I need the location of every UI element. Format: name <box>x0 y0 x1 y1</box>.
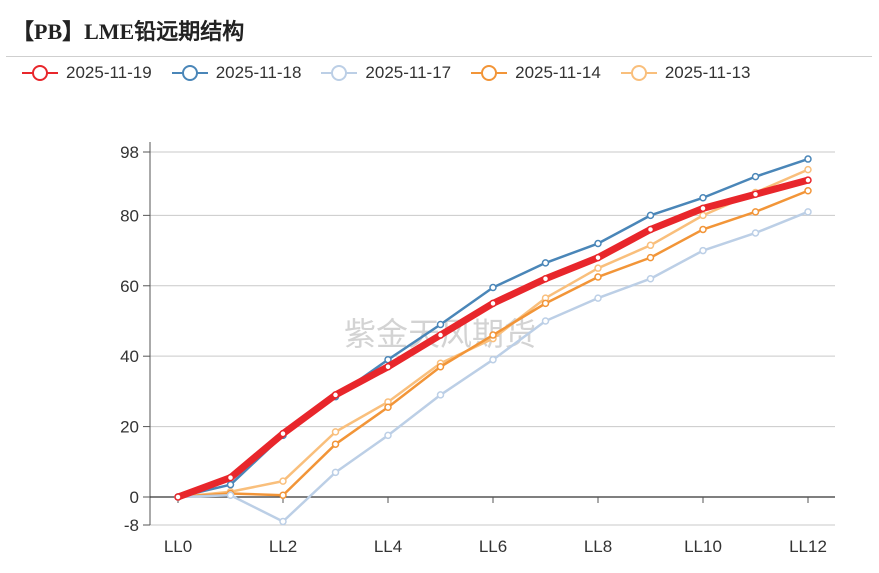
x-tick-label: LL6 <box>479 537 507 556</box>
legend-item[interactable]: 2025-11-19 <box>20 63 152 83</box>
legend-marker-icon <box>321 65 358 81</box>
data-point <box>646 253 655 262</box>
data-point <box>489 283 497 292</box>
data-point <box>331 391 340 399</box>
data-point <box>699 204 707 213</box>
data-point <box>751 190 760 198</box>
data-point <box>751 208 760 216</box>
x-tick-label: LL8 <box>584 537 612 556</box>
data-point <box>384 431 392 440</box>
data-point <box>489 331 497 339</box>
data-point <box>279 429 287 438</box>
data-point <box>751 172 760 181</box>
legend-marker-icon <box>171 65 208 81</box>
data-point <box>541 299 550 308</box>
data-point <box>804 208 812 216</box>
data-point <box>331 468 340 477</box>
legend-label: 2025-11-17 <box>365 63 452 82</box>
data-point <box>646 211 655 220</box>
data-point <box>541 259 550 267</box>
y-tick-label: -8 <box>124 516 139 535</box>
x-tick-label: LL10 <box>684 537 722 556</box>
legend-item[interactable]: 2025-11-17 <box>319 63 451 83</box>
data-point <box>594 253 602 262</box>
data-point <box>646 274 655 283</box>
data-point <box>804 155 812 163</box>
legend-label: 2025-11-18 <box>215 63 302 82</box>
y-tick-label: 40 <box>120 347 139 366</box>
series-group <box>174 155 812 526</box>
series-2025-11-19 <box>174 176 812 501</box>
data-point <box>804 165 812 174</box>
data-point <box>174 493 182 501</box>
data-point <box>594 294 602 302</box>
data-point <box>751 229 760 237</box>
y-tick-label: 80 <box>120 206 139 225</box>
data-point <box>331 428 340 436</box>
data-point <box>489 355 497 364</box>
legend-marker-icon <box>471 65 508 81</box>
x-tick-label: LL4 <box>374 537 402 556</box>
data-point <box>646 225 655 234</box>
data-point <box>489 299 497 308</box>
x-tick-label: LL0 <box>164 537 192 556</box>
y-tick-label: 0 <box>130 488 139 507</box>
data-point <box>384 403 392 411</box>
data-point <box>226 491 235 499</box>
data-point <box>594 264 602 272</box>
legend-item[interactable]: 2025-11-13 <box>619 63 751 83</box>
data-point <box>804 186 812 195</box>
data-point <box>384 362 392 371</box>
data-point <box>699 211 707 220</box>
y-tick-label: 98 <box>120 143 139 162</box>
data-point <box>226 480 235 489</box>
data-point <box>594 239 602 248</box>
data-point <box>646 241 655 250</box>
data-point <box>436 362 445 371</box>
data-point <box>699 246 707 255</box>
data-point <box>331 440 340 448</box>
x-tick-label: LL12 <box>789 537 827 556</box>
data-point <box>279 477 287 485</box>
legend-marker-icon <box>620 65 657 81</box>
title-divider <box>6 56 872 57</box>
x-tick-label: LL2 <box>269 537 297 556</box>
data-point <box>436 320 445 329</box>
legend-item[interactable]: 2025-11-14 <box>469 63 601 83</box>
data-point <box>226 473 235 482</box>
legend-marker-icon <box>22 65 58 81</box>
chart-legend: 2025-11-19 2025-11-18 2025-11-17 2025-11-14… <box>20 62 769 84</box>
legend-label: 2025-11-14 <box>515 63 601 82</box>
legend-label: 2025-11-13 <box>664 63 751 82</box>
series-line <box>176 210 810 523</box>
chart-title: 【PB】LME铅远期结构 <box>12 19 245 44</box>
data-point <box>541 274 550 283</box>
data-point <box>279 491 287 499</box>
data-point <box>279 517 287 526</box>
data-point <box>699 194 707 202</box>
data-point <box>699 225 707 234</box>
y-tick-label: 60 <box>120 277 139 296</box>
legend-item[interactable]: 2025-11-18 <box>170 63 302 83</box>
y-tick-label: 20 <box>120 418 139 437</box>
legend-label: 2025-11-19 <box>66 63 152 82</box>
data-point <box>594 273 602 281</box>
axes: -8 0 20 40 60 80 98 LL0 LL2 LL4 LL6 LL8 LL10 LL12 <box>120 142 835 556</box>
data-point <box>541 317 550 325</box>
data-point <box>804 176 812 184</box>
series-2025-11-17 <box>174 208 812 526</box>
data-point <box>436 331 445 339</box>
data-point <box>436 391 445 399</box>
